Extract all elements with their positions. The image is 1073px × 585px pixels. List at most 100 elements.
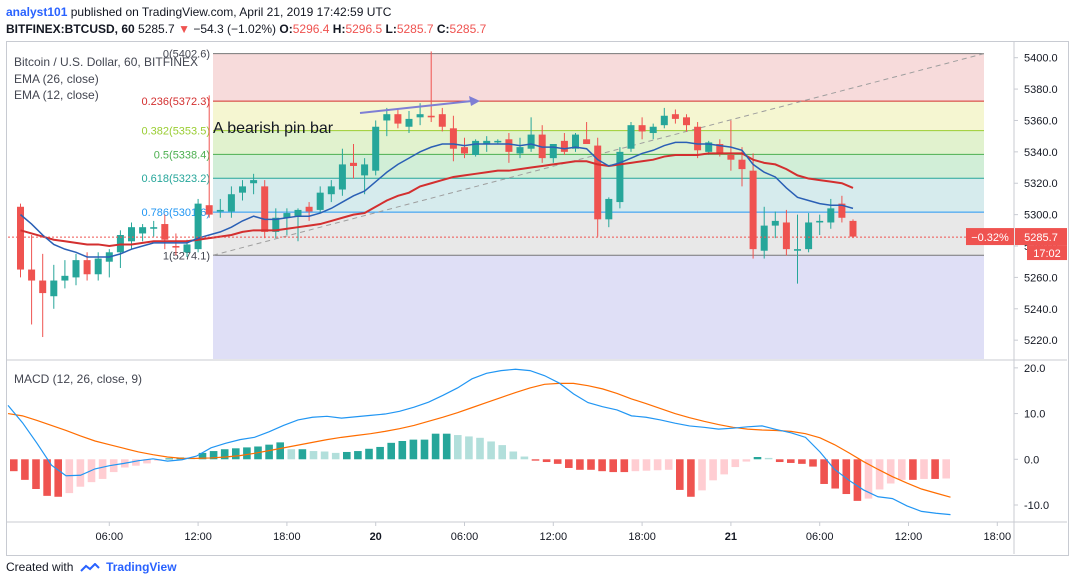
countdown-tag-bg [1027,245,1067,261]
price-axis-label: 5220.0 [1024,335,1058,347]
macd-histogram-bar [620,459,629,473]
macd-histogram-bar [143,459,151,464]
macd-axis-label: 0.0 [1024,454,1039,466]
candle-body [527,134,535,149]
macd-histogram-bar [10,459,18,472]
candle-body [305,206,313,212]
time-axis-label: 18:00 [984,531,1012,543]
macd-histogram-bar [842,459,851,495]
macd-histogram-bar [631,459,640,472]
chart-frame [6,41,1069,556]
macd-histogram-bar [742,459,751,462]
macd-line [7,368,951,516]
candle-body [61,275,69,281]
macd-histogram-bar [709,459,717,481]
macd-histogram-bar [454,435,462,460]
legend-symbol: Bitcoin / U.S. Dollar, 60, BITFINEX [14,55,199,69]
candle-body [194,203,202,250]
candle-body [338,164,346,190]
annotation-arrow-head [469,96,480,106]
macd-histogram-bar [831,459,839,489]
candle-body [394,114,402,124]
candle-body [361,164,369,176]
macd-histogram-bar [487,441,495,460]
macd-histogram-bar [853,459,862,501]
candle-body [150,227,158,229]
macd-histogram-bar [687,459,695,497]
candle-body [294,209,302,217]
price-axis-label: 5260.0 [1024,272,1058,284]
ema26-line [20,152,854,248]
macd-histogram-bar [431,433,440,460]
macd-histogram-bar [354,451,362,460]
author-link[interactable]: analyst101 [6,5,68,19]
open-label: O: [279,22,293,36]
macd-histogram-bar [198,452,207,460]
candle-body [139,227,147,234]
macd-histogram-bar [764,457,773,460]
candle-body [627,125,635,149]
macd-histogram-bar [376,446,384,460]
macd-histogram-bar [909,459,917,480]
footer: Created with TradingView [6,560,177,574]
macd-histogram-bar [731,459,740,468]
candle-body [849,220,857,237]
price-axis-label: 5320.0 [1024,178,1058,190]
time-axis-label: 18:00 [273,531,301,543]
macd-histogram-bar [265,444,273,460]
macd-histogram-bar [98,459,107,479]
fib-level-label: 0.236(5372.3) [142,96,211,108]
fib-zone [213,130,984,155]
macd-histogram-bar [276,442,284,460]
candle-body [538,134,546,159]
macd-histogram-bar [598,459,606,472]
candle-body [727,154,735,160]
macd-histogram-bar [287,449,296,460]
macd-histogram-bar [753,457,762,460]
macd-histogram-bar [787,459,795,463]
price-axis-label: 5360.0 [1024,115,1058,127]
candle-body [94,258,102,275]
candle-body [250,180,258,184]
macd-histogram-bar [775,459,784,463]
candle-body [638,125,646,132]
macd-histogram-bar [442,433,451,460]
macd-axis-label: 10.0 [1024,409,1045,421]
time-axis-label: 12:00 [540,531,568,543]
candle-body [405,118,413,127]
candle-body [461,147,468,154]
macd-histogram-bar [21,459,29,480]
candle-body [483,140,491,145]
open-value: 5296.4 [292,22,330,36]
candle-body [716,144,724,154]
macd-histogram-bar [698,459,706,491]
candle-body [694,126,702,151]
time-axis-label: 21 [725,531,737,543]
candle-body [438,114,446,127]
candle-body [805,222,813,250]
candle-body [572,134,579,149]
candle-body [372,126,380,171]
macd-histogram-bar [243,447,251,460]
candle-body [705,142,713,152]
macd-histogram-bar [398,441,407,460]
price-tag-bg [1015,228,1067,246]
candle-body [261,186,269,232]
macd-histogram-bar [476,437,484,460]
candle-body [183,244,191,253]
price-axis-label: 5400.0 [1024,53,1058,65]
macd-histogram-bar [509,451,518,460]
macd-histogram-bar [309,451,318,460]
macd-histogram-bar [587,459,595,470]
candle-body [128,227,135,242]
candle-body [794,249,801,251]
macd-histogram-bar [409,439,418,460]
tradingview-brand[interactable]: TradingView [106,560,177,574]
annotation-arrow-line [359,100,473,114]
macd-histogram-bar [664,459,673,470]
macd-histogram-bar [43,459,51,496]
candle-body [39,280,47,294]
macd-histogram-bar [365,448,373,460]
pct-tag-bg [966,228,1014,246]
